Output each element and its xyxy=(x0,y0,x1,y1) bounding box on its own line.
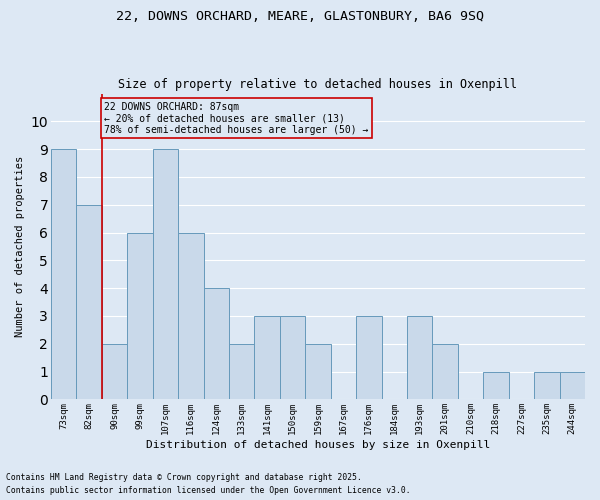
Bar xyxy=(51,149,76,400)
Bar xyxy=(433,344,458,400)
Bar xyxy=(560,372,585,400)
Bar xyxy=(229,344,254,400)
Bar xyxy=(178,232,203,400)
Text: 22 DOWNS ORCHARD: 87sqm
← 20% of detached houses are smaller (13)
78% of semi-de: 22 DOWNS ORCHARD: 87sqm ← 20% of detache… xyxy=(104,102,369,135)
Y-axis label: Number of detached properties: Number of detached properties xyxy=(15,156,25,337)
Bar xyxy=(203,288,229,400)
X-axis label: Distribution of detached houses by size in Oxenpill: Distribution of detached houses by size … xyxy=(146,440,490,450)
Text: 22, DOWNS ORCHARD, MEARE, GLASTONBURY, BA6 9SQ: 22, DOWNS ORCHARD, MEARE, GLASTONBURY, B… xyxy=(116,10,484,23)
Bar xyxy=(407,316,433,400)
Bar xyxy=(356,316,382,400)
Bar xyxy=(483,372,509,400)
Bar xyxy=(102,344,127,400)
Title: Size of property relative to detached houses in Oxenpill: Size of property relative to detached ho… xyxy=(118,78,517,91)
Bar xyxy=(254,316,280,400)
Bar xyxy=(76,205,102,400)
Text: Contains HM Land Registry data © Crown copyright and database right 2025.
Contai: Contains HM Land Registry data © Crown c… xyxy=(6,474,410,495)
Bar xyxy=(127,232,152,400)
Bar xyxy=(280,316,305,400)
Bar xyxy=(305,344,331,400)
Bar xyxy=(534,372,560,400)
Bar xyxy=(152,149,178,400)
